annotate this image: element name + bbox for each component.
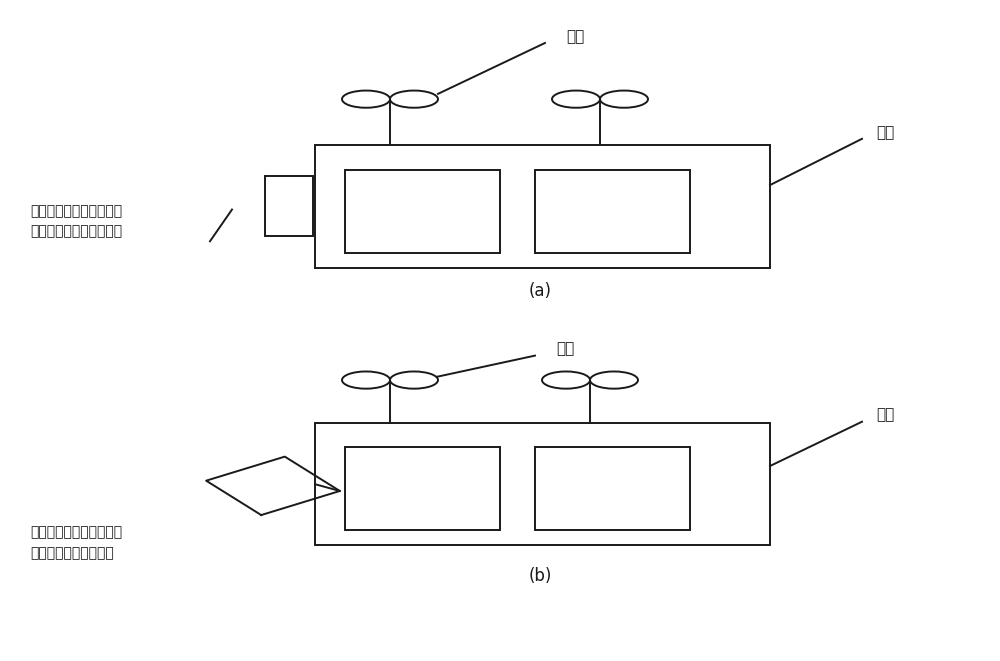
Text: (a): (a) (528, 282, 552, 300)
Text: （云台处于非抬起状态）: （云台处于非抬起状态） (30, 224, 122, 239)
Ellipse shape (390, 91, 438, 108)
Bar (345, 447, 500, 530)
Text: 机身: 机身 (876, 125, 894, 139)
Ellipse shape (342, 371, 390, 389)
Ellipse shape (342, 91, 390, 108)
Bar (535, 447, 690, 530)
Text: (b): (b) (528, 567, 552, 586)
Bar (265, 176, 313, 236)
Ellipse shape (600, 91, 648, 108)
Ellipse shape (390, 371, 438, 389)
Bar (315, 145, 770, 268)
Text: 机翼: 机翼 (566, 29, 584, 44)
Text: （云台处于抬起状态）: （云台处于抬起状态） (30, 546, 114, 561)
Text: 机身: 机身 (876, 408, 894, 422)
Bar (535, 170, 690, 253)
Text: 配置有单目摄像头的云台: 配置有单目摄像头的云台 (30, 204, 122, 219)
Bar (345, 170, 500, 253)
Ellipse shape (542, 371, 590, 389)
Text: 配置有单目摄像头的云台: 配置有单目摄像头的云台 (30, 525, 122, 539)
Ellipse shape (552, 91, 600, 108)
Bar (315, 423, 770, 545)
Ellipse shape (590, 371, 638, 389)
Text: 机翼: 机翼 (556, 342, 574, 356)
